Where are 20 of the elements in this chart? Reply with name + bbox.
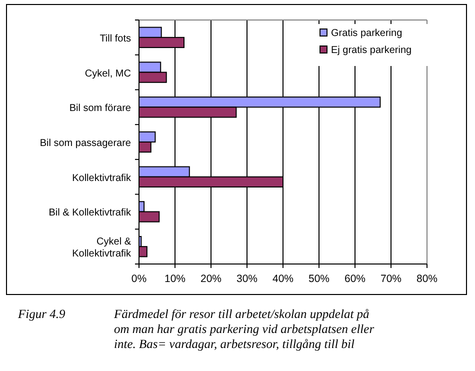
legend-label: Ej gratis parkering	[331, 45, 412, 56]
legend-label: Gratis parkering	[331, 28, 402, 39]
x-tick-label: 60%	[344, 273, 366, 285]
y-tick-label: Bil som förare	[69, 103, 132, 114]
text: Färdmedel för resor till arbetet/skolan uppdelat på om man har gratis parkering vid arbetsplatsen eller inte. Bas= vardagar, arbetsresor, tillgång till bil	[113, 307, 374, 351]
y-tick-label: Kollektivtrafik	[72, 172, 132, 184]
x-tick-label: 70%	[380, 273, 402, 285]
x-tick-label: 20%	[200, 273, 222, 285]
x-tick-label: 10%	[164, 273, 186, 285]
y-tick-label: Cykel, MC	[84, 68, 131, 80]
y-tick-label: Till fots	[100, 33, 131, 44]
text: Figur 4.9	[17, 307, 66, 321]
y-tick-label: Bil & Kollektivtrafik	[48, 208, 132, 219]
x-tick-label: 30%	[236, 273, 258, 285]
y-tick-label: Cykel & Kollektivtrafik	[72, 236, 132, 260]
x-tick-label: 80%	[416, 273, 438, 285]
x-tick-label: 0%	[131, 273, 147, 285]
x-tick-label: 40%	[272, 273, 294, 285]
x-tick-label: 50%	[308, 273, 330, 285]
y-tick-label: Bil som passagerare	[40, 138, 132, 149]
